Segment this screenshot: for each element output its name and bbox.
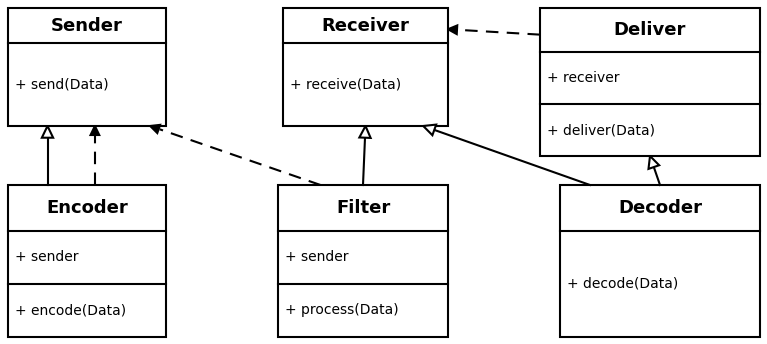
Polygon shape xyxy=(648,156,659,169)
Text: + process(Data): + process(Data) xyxy=(285,303,399,318)
Polygon shape xyxy=(360,126,370,138)
Text: + decode(Data): + decode(Data) xyxy=(567,277,678,291)
Text: Deliver: Deliver xyxy=(614,21,686,39)
Polygon shape xyxy=(150,125,160,133)
Polygon shape xyxy=(448,25,457,34)
Polygon shape xyxy=(91,126,99,135)
Polygon shape xyxy=(42,126,53,138)
Text: Encoder: Encoder xyxy=(46,199,128,217)
Bar xyxy=(8,8,166,126)
Bar xyxy=(283,8,448,126)
Text: Receiver: Receiver xyxy=(321,17,410,35)
Text: Decoder: Decoder xyxy=(618,199,702,217)
Text: Sender: Sender xyxy=(51,17,123,35)
Bar xyxy=(8,185,166,337)
Polygon shape xyxy=(423,125,436,135)
Bar xyxy=(560,185,760,337)
Text: + sender: + sender xyxy=(15,250,78,264)
Text: + receiver: + receiver xyxy=(547,71,620,85)
Text: + encode(Data): + encode(Data) xyxy=(15,303,126,318)
Bar xyxy=(540,8,760,156)
Bar xyxy=(278,185,448,337)
Text: + sender: + sender xyxy=(285,250,348,264)
Text: + deliver(Data): + deliver(Data) xyxy=(547,123,655,137)
Text: Filter: Filter xyxy=(336,199,390,217)
Text: + send(Data): + send(Data) xyxy=(15,78,109,92)
Text: + receive(Data): + receive(Data) xyxy=(290,78,401,92)
